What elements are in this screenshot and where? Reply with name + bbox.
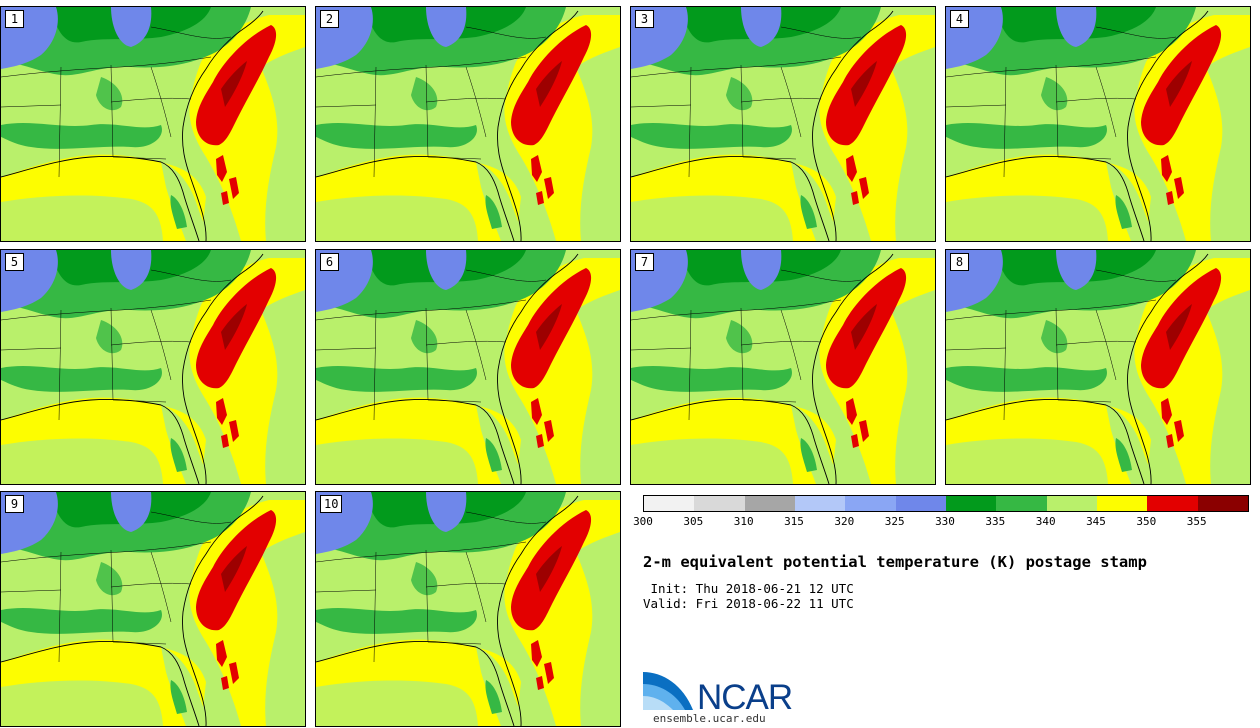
postage-stamp-map-1: 1 — [0, 6, 306, 242]
stamp-number-label: 5 — [5, 253, 24, 271]
colorbar-tick: 345 — [1086, 515, 1106, 528]
colorbar-segment — [845, 496, 896, 511]
postage-stamp-map-9: 9 — [0, 491, 306, 727]
stamp-number-label: 6 — [320, 253, 339, 271]
postage-stamp-map-8: 8 — [945, 249, 1251, 485]
colorbar-tick: 355 — [1186, 515, 1207, 528]
colorbar-tick-labels: 300 305 310 315 320 325 330 335 340 345 350 355 — [633, 515, 1247, 529]
colorbar-segment — [895, 496, 946, 511]
init-time: Init: Thu 2018-06-21 12 UTC — [643, 581, 854, 596]
ncar-logo-text: NCAR — [697, 678, 793, 717]
stamp-number-label: 1 — [5, 10, 24, 28]
colorbar — [643, 495, 1249, 512]
stamp-number-label: 7 — [635, 253, 654, 271]
stamp-number-label: 10 — [320, 495, 343, 513]
colorbar-tick: 320 — [834, 515, 855, 528]
colorbar-tick: 315 — [784, 515, 804, 528]
colorbar-tick: 310 — [733, 515, 754, 528]
colorbar-tick: 305 — [683, 515, 704, 528]
postage-stamp-map-7: 7 — [630, 249, 936, 485]
stamp-number-label: 4 — [950, 10, 969, 28]
postage-stamp-map-2: 2 — [315, 6, 621, 242]
ncar-logo-icon — [643, 672, 693, 710]
colorbar-segment — [945, 496, 997, 511]
colorbar-tick: 350 — [1136, 515, 1157, 528]
postage-stamp-map-3: 3 — [630, 6, 936, 242]
colorbar-tick: 340 — [1035, 515, 1056, 528]
postage-stamp-map-5: 5 — [0, 249, 306, 485]
ncar-url: ensemble.ucar.edu — [653, 712, 766, 725]
figure-title: 2-m equivalent potential temperature (K)… — [643, 553, 1147, 571]
stamp-number-label: 8 — [950, 253, 969, 271]
colorbar-segment — [644, 496, 695, 511]
colorbar-segment — [1197, 496, 1248, 511]
postage-stamp-map-4: 4 — [945, 6, 1251, 242]
colorbar-segment — [744, 496, 795, 511]
stamp-number-label: 9 — [5, 495, 24, 513]
valid-time: Valid: Fri 2018-06-22 11 UTC — [643, 596, 854, 611]
stamp-number-label: 2 — [320, 10, 339, 28]
stamp-number-label: 3 — [635, 10, 654, 28]
colorbar-tick: 325 — [884, 515, 905, 528]
postage-stamp-map-10: 10 — [315, 491, 621, 727]
colorbar-segment — [1147, 496, 1198, 511]
colorbar-segment — [996, 496, 1047, 511]
colorbar-tick: 335 — [985, 515, 1006, 528]
colorbar-segment — [1096, 496, 1148, 511]
postage-stamp-map-6: 6 — [315, 249, 621, 485]
colorbar-tick: 330 — [935, 515, 955, 528]
colorbar-segment — [794, 496, 846, 511]
colorbar-segment — [694, 496, 745, 511]
colorbar-tick: 300 — [633, 515, 653, 528]
colorbar-segment — [1046, 496, 1097, 511]
